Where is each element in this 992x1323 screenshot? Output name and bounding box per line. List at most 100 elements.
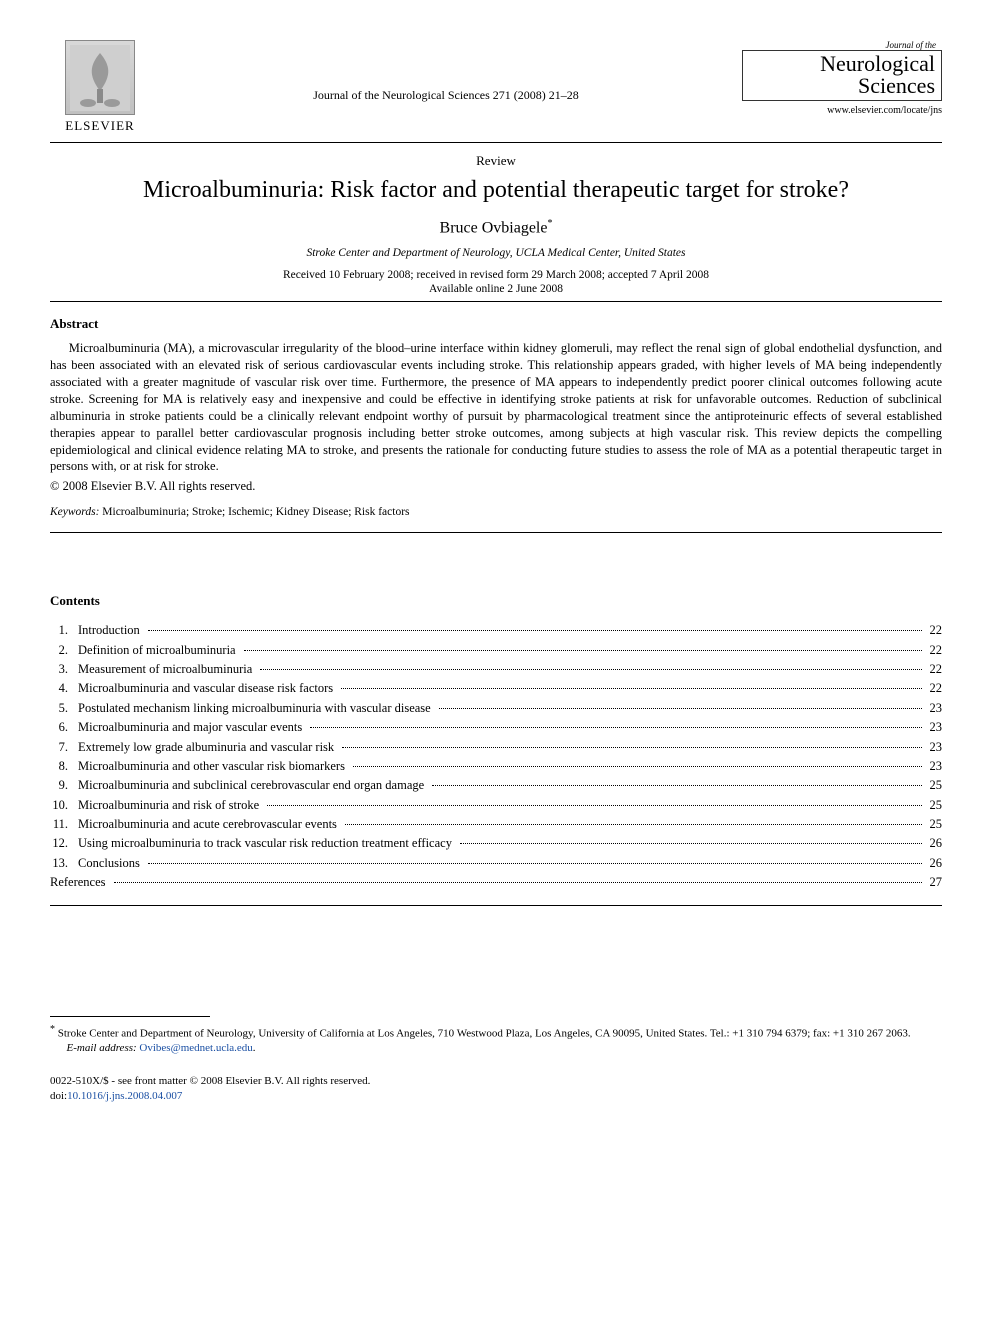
toc-number: 1. [50,621,78,640]
toc-page: 22 [926,621,943,640]
citation: Journal of the Neurological Sciences 271… [150,40,742,103]
article-title: Microalbuminuria: Risk factor and potent… [50,177,942,204]
journal-title: Neurological Sciences [742,50,942,101]
abstract-section: Abstract Microalbuminuria (MA), a microv… [50,316,942,494]
journal-logo-block: Journal of the Neurological Sciences www… [742,40,942,116]
toc-number: 6. [50,718,78,737]
keywords-text: Microalbuminuria; Stroke; Ischemic; Kidn… [102,506,409,518]
toc-number: 3. [50,660,78,679]
contents-section: Contents 1.Introduction222.Definition of… [50,593,942,892]
toc-title: References [50,873,110,892]
toc-leader-dots [342,747,921,748]
toc-leader-dots [148,630,922,631]
corresponding-marker: * [547,218,552,229]
toc-row: 2.Definition of microalbuminuria 22 [50,641,942,660]
toc-row: References27 [50,873,942,892]
toc-row: 8.Microalbuminuria and other vascular ri… [50,757,942,776]
mid-rule-1 [50,301,942,302]
bottom-rule [50,905,942,906]
journal-overline: Journal of the [742,40,942,50]
toc-number: 7. [50,738,78,757]
footnote-marker: * [50,1024,55,1035]
doi-line: doi:10.1016/j.jns.2008.04.007 [50,1089,942,1104]
toc-title: Postulated mechanism linking microalbumi… [78,699,435,718]
toc-number: 12. [50,834,78,853]
keywords-line: Keywords: Microalbuminuria; Stroke; Isch… [50,506,942,518]
toc-row: 9.Microalbuminuria and subclinical cereb… [50,776,942,795]
email-footnote: E-mail address: Ovibes@mednet.ucla.edu. [50,1041,942,1056]
abstract-copyright: © 2008 Elsevier B.V. All rights reserved… [50,479,942,494]
toc-page: 23 [926,718,943,737]
author-name: Bruce Ovbiagele [440,219,548,236]
toc-title: Measurement of microalbuminuria [78,660,256,679]
abstract-text: Microalbuminuria (MA), a microvascular i… [50,340,942,475]
toc-page: 23 [926,757,943,776]
email-trailer: . [253,1042,256,1054]
keywords-label: Keywords: [50,506,99,518]
toc-number: 4. [50,679,78,698]
footnote-text: Stroke Center and Department of Neurolog… [58,1027,911,1039]
publisher-logo-block: ELSEVIER [50,40,150,134]
toc-leader-dots [439,708,922,709]
toc-title: Microalbuminuria and vascular disease ri… [78,679,337,698]
author-line: Bruce Ovbiagele* [50,218,942,237]
toc-leader-dots [260,669,921,670]
toc-row: 11.Microalbuminuria and acute cerebrovas… [50,815,942,834]
toc-page: 26 [926,854,943,873]
toc-page: 25 [926,776,943,795]
footnote-separator [50,1016,210,1017]
toc-leader-dots [432,785,921,786]
mid-rule-2 [50,532,942,533]
toc-title: Using microalbuminuria to track vascular… [78,834,456,853]
toc-page: 25 [926,796,943,815]
toc-title: Microalbuminuria and other vascular risk… [78,757,349,776]
toc-leader-dots [460,843,922,844]
toc-page: 22 [926,660,943,679]
publisher-label: ELSEVIER [65,118,134,134]
toc-row: 4.Microalbuminuria and vascular disease … [50,679,942,698]
toc-leader-dots [267,805,921,806]
toc-title: Microalbuminuria and acute cerebrovascul… [78,815,341,834]
toc-leader-dots [345,824,922,825]
table-of-contents: 1.Introduction222.Definition of microalb… [50,621,942,892]
journal-url: www.elsevier.com/locate/jns [742,105,942,116]
toc-number: 2. [50,641,78,660]
toc-row: 10.Microalbuminuria and risk of stroke25 [50,796,942,815]
toc-leader-dots [114,882,922,883]
toc-title: Microalbuminuria and major vascular even… [78,718,306,737]
toc-page: 23 [926,699,943,718]
doi-prefix: doi: [50,1090,67,1102]
email-label: E-mail address: [67,1042,137,1054]
issn-line: 0022-510X/$ - see front matter © 2008 El… [50,1074,942,1089]
toc-number: 5. [50,699,78,718]
footer-block: 0022-510X/$ - see front matter © 2008 El… [50,1074,942,1104]
toc-row: 13.Conclusions 26 [50,854,942,873]
affiliation: Stroke Center and Department of Neurolog… [50,247,942,259]
toc-page: 22 [926,679,943,698]
toc-leader-dots [353,766,922,767]
toc-number: 13. [50,854,78,873]
journal-title-line2: Sciences [858,73,935,98]
email-link[interactable]: Ovibes@mednet.ucla.edu [139,1042,252,1054]
toc-leader-dots [148,863,922,864]
toc-title: Microalbuminuria and risk of stroke [78,796,263,815]
toc-leader-dots [310,727,921,728]
toc-title: Definition of microalbuminuria [78,641,240,660]
toc-page: 22 [926,641,943,660]
toc-row: 7.Extremely low grade albuminuria and va… [50,738,942,757]
toc-row: 3.Measurement of microalbuminuria 22 [50,660,942,679]
toc-page: 23 [926,738,943,757]
toc-title: Introduction [78,621,144,640]
toc-title: Microalbuminuria and subclinical cerebro… [78,776,428,795]
doi-link[interactable]: 10.1016/j.jns.2008.04.007 [67,1090,182,1102]
history-dates: Received 10 February 2008; received in r… [50,269,942,281]
toc-title: Conclusions [78,854,144,873]
toc-page: 25 [926,815,943,834]
toc-page: 26 [926,834,943,853]
elsevier-tree-icon [65,40,135,115]
top-rule [50,142,942,143]
toc-row: 12.Using microalbuminuria to track vascu… [50,834,942,853]
toc-row: 1.Introduction 22 [50,621,942,640]
toc-title: Extremely low grade albuminuria and vasc… [78,738,338,757]
corresponding-footnote: * Stroke Center and Department of Neurol… [50,1023,942,1042]
